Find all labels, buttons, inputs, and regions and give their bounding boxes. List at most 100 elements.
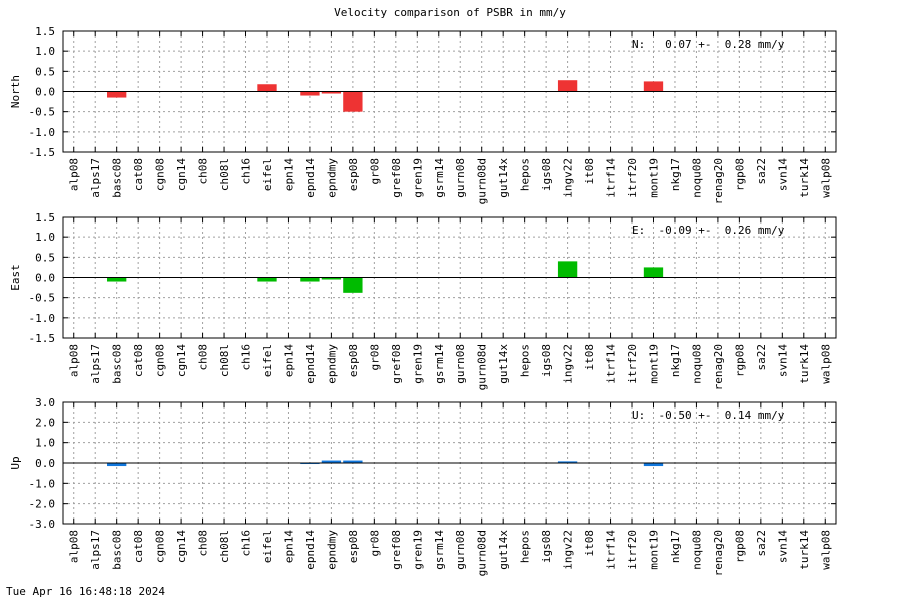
north-xtick-label: epndmy [325,158,338,198]
east-xtick-label: gut14x [497,344,510,384]
east-xtick-label: ch16 [240,344,253,371]
east-ytick-label: 0.0 [35,272,55,285]
east-summary-annotation: E: -0.09 +- 0.26 mm/y [632,224,785,237]
east-xtick-label: hepos [519,344,532,377]
north-xtick-label: renag20 [712,158,725,204]
up-xtick-label: cat08 [132,530,145,563]
north-ytick-label: -1.0 [29,126,56,139]
north-xtick-label: esp08 [347,158,360,191]
east-xtick-label: it08 [583,344,596,371]
east-xtick-label: alps17 [89,344,102,384]
north-xtick-label: rgp08 [733,158,746,191]
up-xtick-label: mont19 [647,530,660,570]
north-xtick-label: itrf14 [605,158,618,198]
north-xtick-label: svn14 [776,158,789,191]
timestamp: Tue Apr 16 16:48:18 2024 [6,585,165,598]
north-xtick-label: turk14 [798,158,811,198]
up-xtick-label: gr08 [368,530,381,557]
east-xtick-label: eifel [261,344,274,377]
east-ytick-label: 0.5 [35,251,55,264]
east-xtick-label: gsrm14 [433,344,446,384]
up-xtick-label: it08 [583,530,596,557]
up-xtick-label: walp08 [819,530,832,570]
up-xtick-label: gut14x [497,530,510,570]
up-ytick-label: 0.0 [35,457,55,470]
east-xtick-label: epn14 [282,344,295,377]
up-xtick-label: ch08 [197,530,210,557]
north-summary-annotation: N: 0.07 +- 0.28 mm/y [632,38,785,51]
up-ytick-label: 3.0 [35,396,55,409]
east-ytick-label: 1.0 [35,231,55,244]
north-xtick-label: ch08 [197,158,210,185]
north-xtick-label: gren19 [411,158,424,198]
up-xtick-label: itrf14 [605,530,618,570]
up-ytick-label: 1.0 [35,437,55,450]
east-xtick-label: cgn08 [154,344,167,377]
up-xtick-label: hepos [519,530,532,563]
up-xtick-label: svn14 [776,530,789,563]
east-xtick-label: cgn14 [175,344,188,377]
north-ylabel: North [9,75,22,108]
up-xtick-label: itrf20 [626,530,639,570]
north-xtick-label: gref08 [390,158,403,198]
up-xtick-label: igs08 [540,530,553,563]
east-xtick-label: sa22 [755,344,768,371]
east-xtick-label: ch08l [218,344,231,377]
up-xtick-label: basc08 [111,530,124,570]
up-xtick-label: ingv22 [562,530,575,570]
east-bar-mont19 [643,267,664,278]
east-xtick-label: turk14 [798,344,811,384]
north-bar-ingv22 [557,80,578,92]
east-xtick-label: ingv22 [562,344,575,384]
up-xtick-label: noqu08 [690,530,703,570]
north-xtick-label: itrf20 [626,158,639,198]
east-xtick-label: alp08 [68,344,81,377]
east-xtick-label: gref08 [390,344,403,384]
north-bar-eifel [257,84,277,92]
east-xtick-label: nkg17 [669,344,682,377]
up-ytick-label: -2.0 [29,498,56,511]
north-xtick-label: gurn08d [476,158,489,204]
north-ytick-label: -0.5 [29,106,56,119]
east-xtick-label: gurn08d [476,344,489,390]
up-bar-epnd14 [300,463,320,465]
north-plot-frame [62,30,837,153]
east-xtick-label: epndmy [325,344,338,384]
east-xtick-label: svn14 [776,344,789,377]
up-xtick-label: nkg17 [669,530,682,563]
up-bar-ingv22 [557,461,578,463]
north-bar-epnd14 [300,91,320,96]
east-bar-eifel [257,277,277,282]
up-xtick-label: cgn08 [154,530,167,563]
north-bar-epndmy [321,91,342,94]
north-xtick-label: ch16 [240,158,253,185]
north-bar-mont19 [643,81,664,92]
east-xtick-label: itrf20 [626,344,639,384]
east-bar-ingv22 [557,261,578,278]
north-xtick-label: gr08 [368,158,381,185]
up-xtick-label: eifel [261,530,274,563]
north-ytick-label: -1.5 [29,146,56,159]
east-xtick-label: gren19 [411,344,424,384]
east-plot-frame [62,216,837,339]
north-ytick-label: 1.5 [35,25,55,38]
north-ytick-label: 0.5 [35,65,55,78]
north-xtick-label: mont19 [647,158,660,198]
up-xtick-label: turk14 [798,530,811,570]
north-xtick-label: cgn14 [175,158,188,191]
east-xtick-label: basc08 [111,344,124,384]
up-xtick-label: cgn14 [175,530,188,563]
east-xtick-label: noqu08 [690,344,703,384]
north-ytick-label: 1.0 [35,45,55,58]
east-ytick-label: -1.0 [29,312,56,325]
north-xtick-label: gut14x [497,158,510,198]
north-xtick-label: epn14 [282,158,295,191]
north-xtick-label: alp08 [68,158,81,191]
up-ytick-label: -3.0 [29,518,56,531]
up-xtick-label: epnd14 [304,530,317,570]
north-ytick-label: 0.0 [35,86,55,99]
east-ylabel: East [9,264,22,291]
up-bar-epndmy [321,460,342,463]
up-xtick-label: gren19 [411,530,424,570]
up-xtick-label: gurn08d [476,530,489,576]
